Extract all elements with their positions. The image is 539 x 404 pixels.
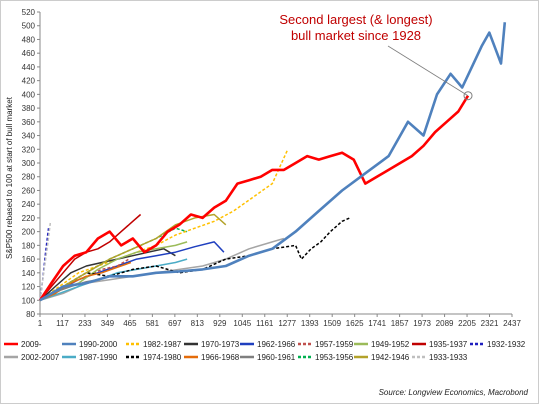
y-tick-label: 420 [22, 77, 36, 86]
legend-label-1933-1933: 1933-1933 [429, 353, 468, 362]
annotation-line-1: Second largest (& longest) [279, 12, 432, 27]
x-tick-label: 465 [123, 319, 137, 328]
y-tick-label: 240 [22, 200, 36, 209]
annotation-line-2: bull market since 1928 [291, 28, 421, 43]
legend-label-1935-1937: 1935-1937 [429, 340, 468, 349]
axes: 80 100 120 140 160 180 200 220 240 260 280 300 320 34… [22, 8, 522, 328]
series-layer [38, 22, 507, 302]
source-note: Source: Longview Economics, Macrobond [379, 388, 529, 397]
legend-label-1974-1980: 1974-1980 [143, 353, 182, 362]
y-tick-label: 480 [22, 35, 36, 44]
legend-label-1942-1946: 1942-1946 [371, 353, 410, 362]
x-tick-label: 1625 [346, 319, 364, 328]
legend-label-1962-1966: 1962-1966 [257, 340, 296, 349]
x-tick-label: 929 [213, 319, 227, 328]
x-tick-label: 349 [101, 319, 115, 328]
series-line-1982-1987 [39, 148, 289, 301]
y-tick-label: 520 [22, 8, 36, 17]
x-tick-label: 1509 [323, 319, 341, 328]
legend: 2009- 1990-2000 1982-1987 1970-1973 1962-196… [4, 340, 526, 362]
x-tick-label: 1973 [413, 319, 431, 328]
legend-label-1949-1952: 1949-1952 [371, 340, 410, 349]
y-tick-label: 300 [22, 159, 36, 168]
y-tick-label: 280 [22, 173, 36, 182]
series-line-1987-1990 [39, 258, 188, 302]
x-tick-label: 1161 [256, 319, 274, 328]
y-tick-label: 100 [22, 296, 36, 305]
y-tick-label: 80 [26, 310, 35, 319]
x-tick-label: 1741 [368, 319, 386, 328]
y-tick-label: 260 [22, 186, 36, 195]
legend-label-2002-2007: 2002-2007 [21, 353, 60, 362]
x-tick-label: 2321 [481, 319, 499, 328]
series-line-1933-1933 [39, 221, 52, 301]
x-tick-label: 581 [146, 319, 160, 328]
x-tick-label: 117 [56, 319, 69, 328]
x-tick-label: 2437 [503, 319, 521, 328]
y-tick-label: 460 [22, 49, 36, 58]
x-tick-label: 1857 [391, 319, 409, 328]
x-tick-label: 697 [168, 319, 182, 328]
legend-label-1932-1932: 1932-1932 [487, 340, 526, 349]
legend-label-1966-1968: 1966-1968 [201, 353, 240, 362]
annotation: Second largest (& longest) bull market s… [279, 12, 473, 101]
series-line-1966-1968 [39, 261, 132, 301]
annotation-leader-line [387, 45, 469, 97]
series-line-1935-1937 [39, 213, 142, 301]
x-tick-label: 813 [191, 319, 205, 328]
x-tick-label: 1277 [278, 319, 296, 328]
x-tick-label: 2089 [436, 319, 454, 328]
legend-label-1982-1987: 1982-1987 [143, 340, 182, 349]
legend-label-2009-: 2009- [21, 340, 42, 349]
legend-label-1960-1961: 1960-1961 [257, 353, 296, 362]
y-tick-label: 400 [22, 90, 36, 99]
y-tick-label: 200 [22, 228, 36, 237]
series-line-1970-1973 [39, 248, 176, 301]
legend-label-1970-1973: 1970-1973 [201, 340, 240, 349]
y-tick-label: 140 [22, 269, 36, 278]
y-tick-label: 220 [22, 214, 36, 223]
y-tick-label: 440 [22, 63, 36, 72]
annotation-marker [463, 91, 473, 101]
y-tick-label: 320 [22, 145, 36, 154]
y-tick-label: 120 [22, 283, 36, 292]
y-tick-label: 360 [22, 118, 36, 127]
y-axis-label: S&P500 rebased to 100 at start of bull m… [5, 96, 14, 259]
y-tick-label: 180 [22, 241, 36, 250]
legend-label-1957-1959: 1957-1959 [315, 340, 354, 349]
y-tick-label: 380 [22, 104, 36, 113]
x-tick-label: 1 [38, 319, 43, 328]
y-tick-label: 500 [22, 22, 36, 31]
series-line-1990-2000 [39, 22, 507, 302]
y-tick-label: 160 [22, 255, 36, 264]
legend-label-1987-1990: 1987-1990 [79, 353, 118, 362]
series-line-1974-1980 [39, 217, 351, 301]
x-tick-label: 1045 [233, 319, 251, 328]
x-tick-label: 1393 [301, 319, 319, 328]
x-tick-label: 233 [78, 319, 92, 328]
x-tick-label: 2205 [458, 319, 476, 328]
series-line-2009- [38, 95, 470, 302]
legend-label-1953-1956: 1953-1956 [315, 353, 354, 362]
y-tick-label: 340 [22, 132, 36, 141]
legend-label-1990-2000: 1990-2000 [79, 340, 118, 349]
